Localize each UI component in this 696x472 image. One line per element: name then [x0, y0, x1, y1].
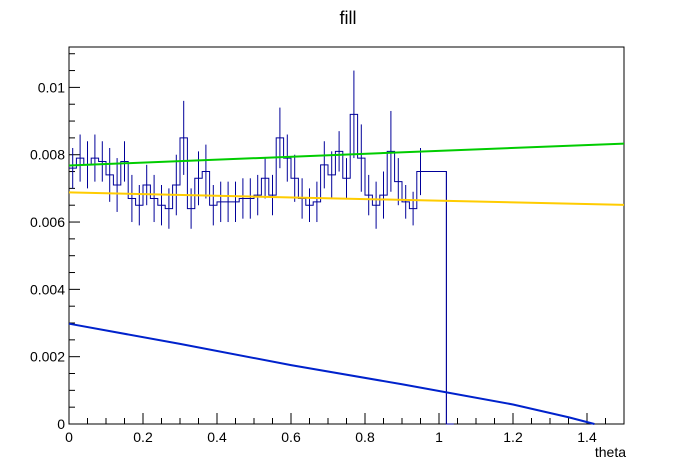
y-tick-label: 0.006: [30, 214, 65, 230]
chart-title: fill: [340, 8, 357, 28]
y-tick-label: 0.01: [38, 79, 65, 95]
fit-curves: [68, 142, 625, 425]
x-axis-ticks: 0 0.2 0.4 0.6 0.8 1 1.2 1.4: [65, 413, 625, 445]
plot-border: [68, 46, 625, 425]
x-tick-label: 0.2: [133, 429, 153, 445]
x-tick-label: 1: [435, 429, 443, 445]
x-tick-label: 1.2: [503, 429, 523, 445]
x-axis-label: theta: [595, 444, 626, 460]
plot-frame: [68, 46, 625, 425]
y-tick-label: 0.002: [30, 349, 65, 365]
curve-series-3: [68, 322, 595, 425]
x-tick-label: 1.4: [577, 429, 597, 445]
histogram-outline: [69, 113, 454, 425]
histogram: [69, 70, 454, 425]
x-tick-label: 0.4: [207, 429, 227, 445]
x-tick-label: 0.6: [281, 429, 301, 445]
y-tick-label: 0: [57, 416, 65, 432]
y-tick-label: 0.008: [30, 147, 65, 163]
x-tick-label: 0: [65, 429, 73, 445]
x-tick-label: 0.8: [355, 429, 375, 445]
y-axis-ticks: 0 0.002 0.004 0.006 0.008 0.01: [30, 53, 80, 432]
curve-series-1: [68, 142, 625, 167]
y-tick-label: 0.004: [30, 281, 65, 297]
curve-series-2: [68, 191, 625, 206]
